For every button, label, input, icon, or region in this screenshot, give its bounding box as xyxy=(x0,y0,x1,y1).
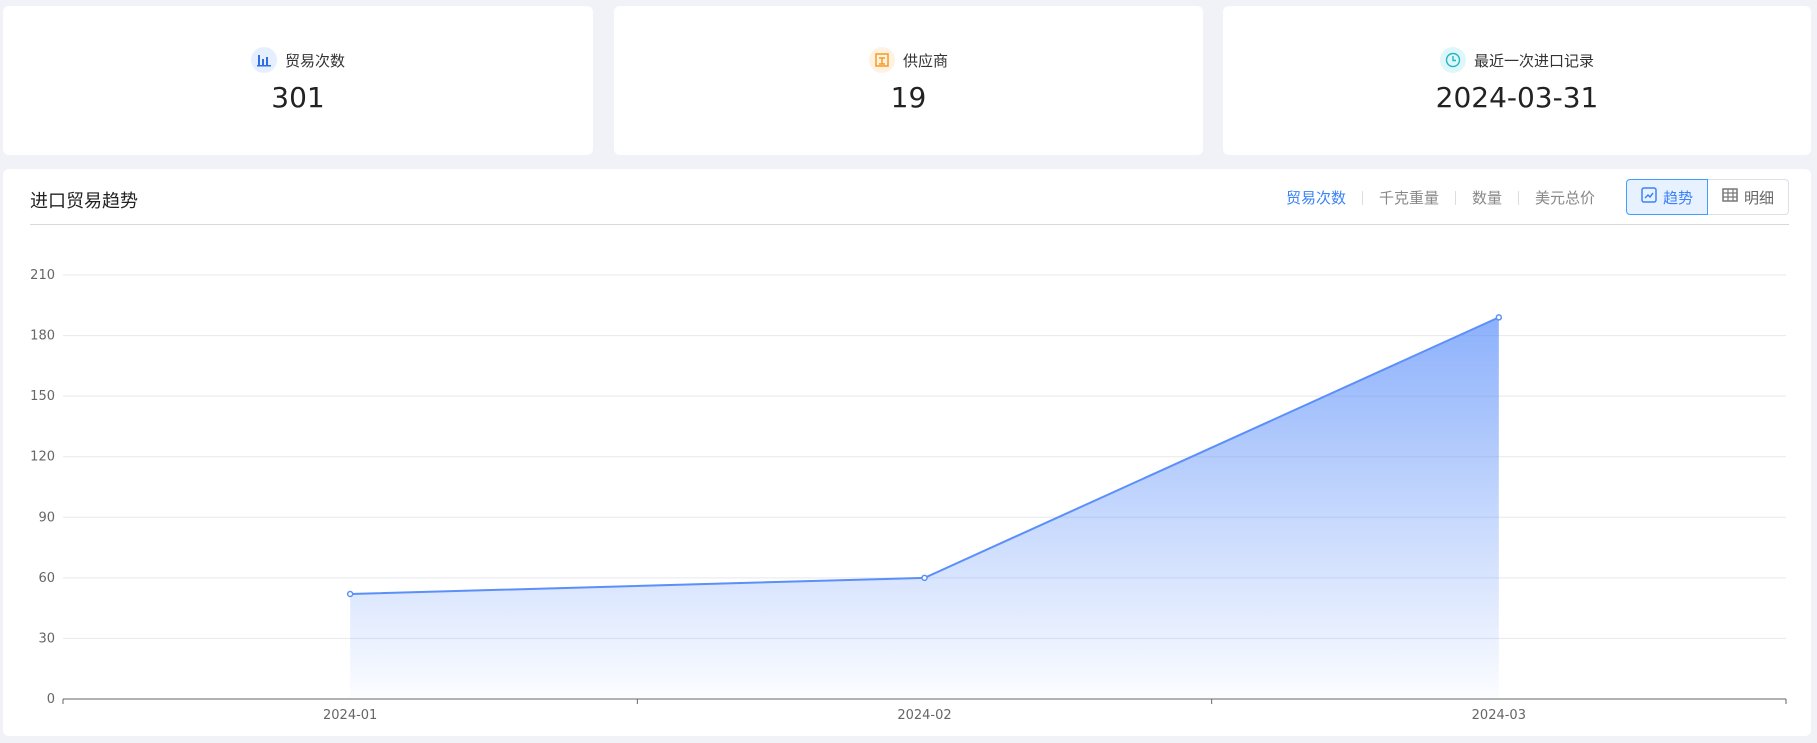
area-fill xyxy=(350,317,1499,699)
store-icon xyxy=(868,47,895,73)
stat-label: 贸易次数 xyxy=(284,51,345,70)
panel-title: 进口贸易趋势 xyxy=(30,191,138,212)
stat-value: 2024-03-31 xyxy=(1435,81,1599,114)
y-tick-label: 120 xyxy=(30,450,55,465)
data-point xyxy=(346,590,354,598)
data-point xyxy=(921,574,928,582)
table-icon xyxy=(1722,187,1738,207)
divider xyxy=(1517,190,1519,205)
detail-view-button[interactable]: 明细 xyxy=(1707,179,1789,215)
tab-quantity[interactable]: 数量 xyxy=(1471,189,1502,207)
tab-weight-kg[interactable]: 千克重量 xyxy=(1378,189,1439,207)
detail-label: 明细 xyxy=(1743,188,1774,207)
bar-chart-icon xyxy=(250,47,277,73)
y-tick-label: 210 xyxy=(30,268,55,283)
y-tick-label: 0 xyxy=(47,692,55,707)
stat-label: 最近一次进口记录 xyxy=(1473,51,1594,70)
metric-tabs: 贸易次数 千克重量 数量 美元总价 xyxy=(1270,187,1611,208)
stat-card-last-import: 最近一次进口记录 2024-03-31 xyxy=(1223,6,1811,155)
y-tick-label: 30 xyxy=(38,631,55,646)
data-point xyxy=(1495,314,1503,321)
y-tick-label: 60 xyxy=(38,571,55,586)
clock-icon xyxy=(1439,47,1466,73)
stat-card-trades: 贸易次数 301 xyxy=(3,6,593,155)
trend-panel: 进口贸易趋势 贸易次数 千克重量 数量 美元总价 趋势 明细 0 30 60 90 12… xyxy=(3,169,1811,736)
trend-chart: 0 30 60 90 120 150 180 210 2024-01 2024-02 2024-03 xyxy=(30,268,1787,723)
trend-label: 趋势 xyxy=(1662,188,1693,207)
x-tick-label: 2024-02 xyxy=(897,708,951,723)
stat-value: 19 xyxy=(890,81,927,114)
view-toggle: 趋势 明细 xyxy=(1625,179,1789,215)
x-tick-label: 2024-01 xyxy=(323,708,377,723)
header-divider xyxy=(30,224,1789,225)
stat-value: 301 xyxy=(271,81,325,114)
divider xyxy=(1361,190,1363,205)
stat-card-suppliers: 供应商 19 xyxy=(614,6,1203,155)
y-tick-label: 90 xyxy=(38,510,55,525)
tab-trade-count[interactable]: 贸易次数 xyxy=(1285,189,1346,207)
stat-label: 供应商 xyxy=(902,51,948,70)
divider xyxy=(1454,190,1456,205)
tab-usd-total[interactable]: 美元总价 xyxy=(1534,189,1595,207)
y-tick-label: 150 xyxy=(30,389,55,404)
trend-chart-icon xyxy=(1641,187,1657,207)
x-tick-label: 2024-03 xyxy=(1472,708,1526,723)
y-tick-label: 180 xyxy=(30,329,55,344)
trend-view-button[interactable]: 趋势 xyxy=(1625,179,1708,215)
